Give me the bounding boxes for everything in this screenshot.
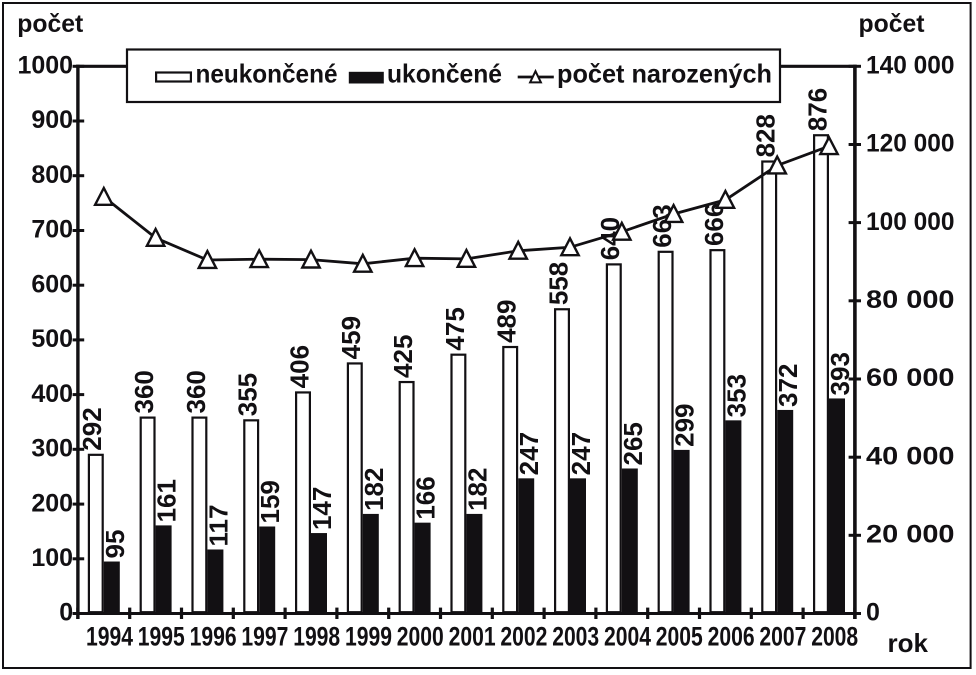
svg-text:neukončené: neukončené (196, 59, 338, 89)
svg-text:1998: 1998 (293, 622, 340, 652)
svg-text:393: 393 (825, 352, 855, 395)
svg-text:120 000: 120 000 (866, 130, 955, 158)
svg-text:1994: 1994 (86, 622, 133, 652)
svg-text:247: 247 (566, 432, 596, 475)
svg-text:500: 500 (31, 325, 73, 353)
svg-text:299: 299 (670, 403, 700, 446)
svg-text:475: 475 (440, 307, 470, 350)
svg-text:2006: 2006 (708, 622, 755, 652)
svg-text:182: 182 (462, 468, 492, 511)
svg-text:2008: 2008 (811, 622, 858, 652)
svg-text:1997: 1997 (241, 622, 288, 652)
svg-text:159: 159 (255, 480, 285, 523)
svg-text:ukončené: ukončené (387, 59, 502, 89)
svg-text:400: 400 (31, 380, 73, 408)
svg-text:900: 900 (31, 106, 73, 134)
svg-text:2000: 2000 (397, 622, 444, 652)
svg-text:406: 406 (284, 345, 314, 388)
svg-text:počet narozených: počet narozených (557, 59, 772, 89)
svg-text:100 000: 100 000 (866, 208, 955, 236)
svg-text:2002: 2002 (500, 622, 547, 652)
svg-text:147: 147 (307, 487, 337, 530)
svg-text:20 000: 20 000 (866, 521, 955, 549)
svg-text:1000: 1000 (17, 52, 73, 80)
svg-text:459: 459 (336, 316, 366, 359)
svg-text:1996: 1996 (190, 622, 237, 652)
svg-text:360: 360 (129, 370, 159, 413)
svg-text:558: 558 (543, 262, 573, 305)
svg-text:1999: 1999 (345, 622, 392, 652)
svg-text:666: 666 (699, 203, 729, 246)
svg-text:247: 247 (514, 432, 544, 475)
svg-text:2001: 2001 (449, 622, 496, 652)
svg-text:80 000: 80 000 (866, 286, 955, 314)
svg-text:876: 876 (802, 88, 832, 131)
svg-text:800: 800 (31, 161, 73, 189)
svg-text:425: 425 (388, 335, 418, 378)
svg-text:161: 161 (152, 479, 182, 522)
svg-text:182: 182 (359, 468, 389, 511)
svg-text:2005: 2005 (656, 622, 703, 652)
svg-text:40 000: 40 000 (866, 442, 955, 470)
svg-text:600: 600 (31, 270, 73, 298)
svg-text:700: 700 (31, 216, 73, 244)
svg-text:60 000: 60 000 (866, 364, 955, 392)
svg-text:2007: 2007 (759, 622, 806, 652)
svg-text:353: 353 (721, 374, 751, 417)
svg-text:300: 300 (31, 435, 73, 463)
svg-text:117: 117 (203, 505, 233, 547)
svg-text:0: 0 (866, 599, 880, 627)
svg-text:292: 292 (77, 407, 107, 450)
svg-text:360: 360 (181, 370, 211, 413)
svg-text:828: 828 (751, 114, 781, 157)
svg-text:166: 166 (411, 476, 441, 519)
svg-text:počet: počet (17, 10, 84, 38)
svg-text:95: 95 (100, 530, 130, 559)
svg-text:200: 200 (31, 489, 73, 517)
svg-text:počet: počet (859, 10, 926, 38)
svg-text:100: 100 (31, 544, 73, 572)
svg-text:372: 372 (773, 364, 803, 407)
svg-text:2003: 2003 (552, 622, 599, 652)
svg-text:rok: rok (888, 628, 929, 658)
svg-text:0: 0 (59, 599, 73, 627)
svg-text:355: 355 (233, 373, 263, 416)
svg-text:140 000: 140 000 (866, 52, 955, 80)
svg-text:489: 489 (492, 300, 522, 343)
svg-text:265: 265 (618, 422, 648, 465)
svg-text:1995: 1995 (138, 622, 185, 652)
svg-text:2004: 2004 (604, 622, 651, 652)
